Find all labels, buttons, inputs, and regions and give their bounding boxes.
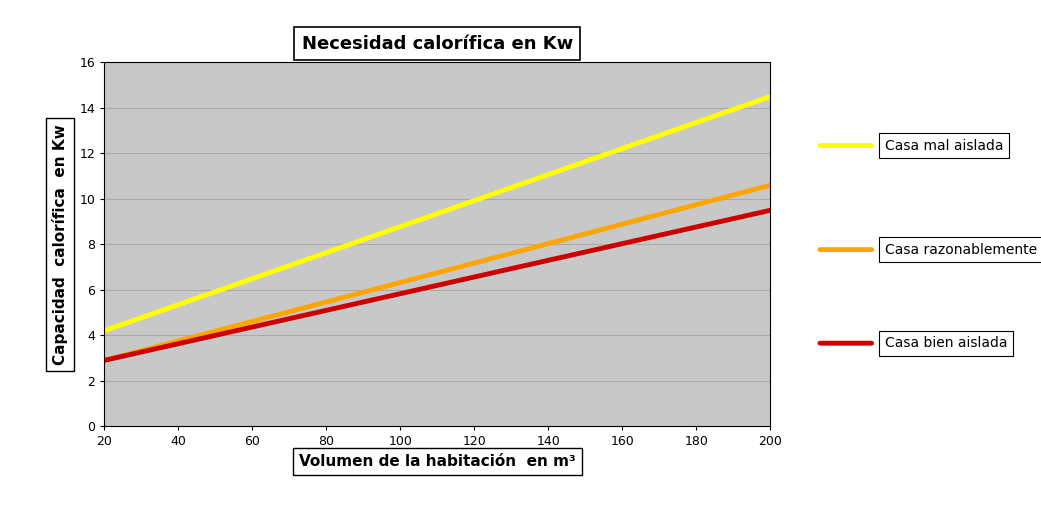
Title: Necesidad calorífica en Kw: Necesidad calorífica en Kw (302, 34, 573, 53)
Text: Casa bien aislada: Casa bien aislada (885, 336, 1008, 350)
X-axis label: Volumen de la habitación  en m³: Volumen de la habitación en m³ (299, 454, 576, 469)
Text: Casa razonablemente aislada: Casa razonablemente aislada (885, 243, 1041, 256)
Text: Casa mal aislada: Casa mal aislada (885, 139, 1004, 152)
Y-axis label: Capacidad  calorífica  en Kw: Capacidad calorífica en Kw (52, 124, 68, 365)
